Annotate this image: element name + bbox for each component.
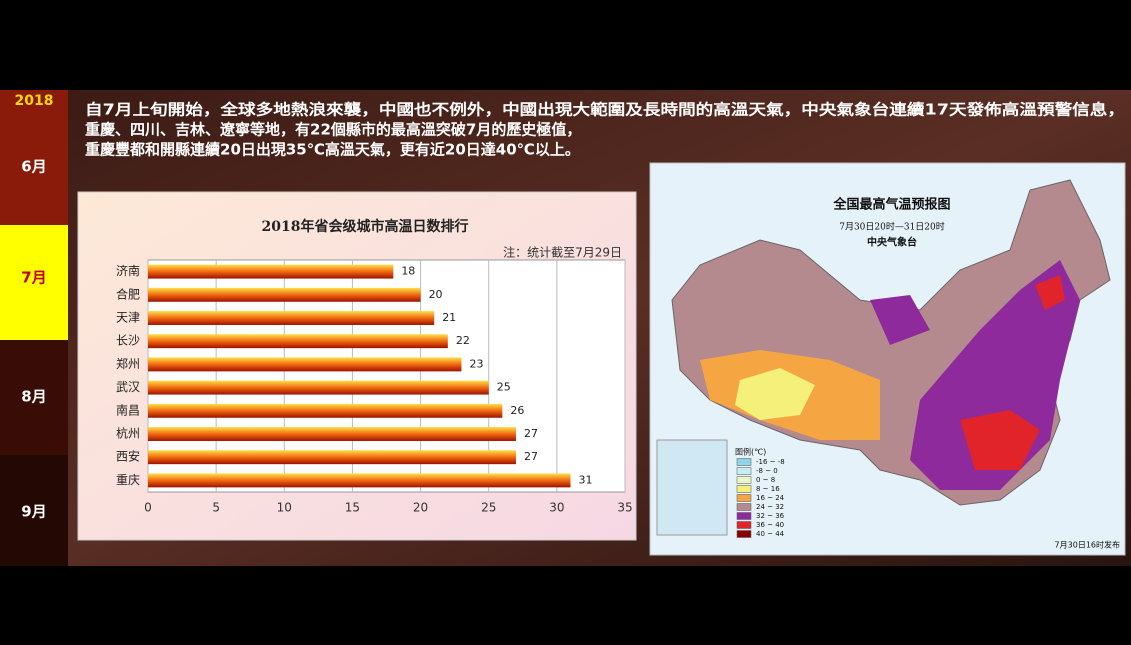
legend-swatch — [737, 477, 751, 484]
y-tick-label: 郑州 — [116, 356, 140, 371]
x-tick-label: 20 — [413, 501, 428, 515]
legend-swatch — [737, 459, 751, 466]
legend-label: 0 ~ 8 — [756, 476, 775, 484]
bar — [148, 334, 448, 348]
bar — [148, 427, 516, 441]
legend-swatch — [737, 513, 751, 520]
legend-label: -16 ~ -8 — [756, 458, 785, 466]
map-inset — [657, 440, 727, 535]
value-label: 20 — [429, 288, 443, 301]
value-label: 22 — [456, 334, 470, 347]
y-tick-label: 南昌 — [116, 402, 140, 417]
header-line: 自7月上旬開始，全球多地熱浪來襲，中國也不例外，中國出現大範圍及長時間的高溫天氣… — [85, 101, 1125, 119]
bar — [148, 311, 434, 325]
x-tick-label: 0 — [144, 501, 152, 515]
x-tick-label: 10 — [277, 501, 292, 515]
x-tick-label: 30 — [549, 501, 564, 515]
legend-swatch — [737, 522, 751, 529]
x-tick-label: 25 — [481, 501, 496, 515]
legend-swatch — [737, 486, 751, 493]
legend-label: 8 ~ 16 — [756, 485, 780, 493]
y-tick-label: 杭州 — [116, 426, 140, 441]
legend-swatch — [737, 468, 751, 475]
y-tick-label: 合肥 — [116, 286, 140, 301]
chart-title: 2018年省会级城市高温日数排行 — [262, 218, 469, 235]
map-title: 全国最高气温预报图 — [832, 197, 950, 213]
month[interactable]: 6月 — [21, 158, 46, 176]
bar — [148, 381, 489, 395]
bar — [148, 357, 461, 371]
y-tick-label: 天津 — [116, 311, 140, 325]
map-source: 中央气象台 — [867, 236, 917, 249]
legend-label: 16 ~ 24 — [756, 494, 785, 502]
legend-label: 32 ~ 36 — [756, 512, 785, 520]
month[interactable]: 8月 — [21, 388, 46, 406]
value-label: 27 — [524, 427, 538, 440]
value-label: 27 — [524, 450, 538, 463]
value-label: 31 — [578, 473, 592, 486]
map-period: 7月30日20时—31日20时 — [839, 221, 945, 233]
legend-swatch — [737, 531, 751, 538]
screen: 2018 6月 7月 8月 9月 自7月上旬開始，全球多地熱浪來襲，中國也不例外… — [0, 0, 1131, 641]
x-tick-label: 15 — [345, 501, 360, 515]
bar — [148, 473, 570, 487]
bar — [148, 404, 502, 418]
header-line: 重慶、四川、吉林、遼寧等地，有22個縣市的最高溫突破7月的歷史極值， — [85, 121, 581, 139]
legend-label: 36 ~ 40 — [756, 521, 784, 529]
y-tick-label: 长沙 — [116, 334, 140, 348]
header-line: 重慶豐都和開縣連續20日出現35℃高溫天氣，更有近20日達40℃以上。 — [85, 141, 580, 159]
value-label: 25 — [497, 381, 511, 394]
month[interactable]: 7月 — [21, 269, 46, 287]
x-tick-label: 5 — [212, 501, 220, 515]
y-tick-label: 武汉 — [116, 380, 140, 394]
y-tick-label: 重庆 — [116, 473, 140, 487]
y-tick-label: 济南 — [116, 263, 140, 278]
bar — [148, 450, 516, 464]
bar — [148, 288, 421, 302]
y-tick-label: 西安 — [116, 449, 140, 464]
legend-label: 24 ~ 32 — [756, 503, 784, 511]
value-label: 26 — [510, 404, 524, 417]
value-label: 18 — [401, 265, 415, 278]
year: 2018 — [15, 93, 54, 109]
legend-label: 40 ~ 44 — [756, 530, 785, 538]
value-label: 23 — [469, 357, 483, 370]
value-label: 21 — [442, 311, 456, 324]
bar — [148, 265, 393, 279]
map-issued: 7月30日16时发布 — [1055, 540, 1120, 550]
legend-swatch — [737, 504, 751, 511]
x-tick-label: 35 — [617, 501, 632, 515]
legend-swatch — [737, 495, 751, 502]
month[interactable]: 9月 — [21, 503, 46, 521]
chart-note: 注：统计截至7月29日 — [503, 245, 622, 260]
legend-title: 图例(℃) — [735, 447, 766, 457]
legend-label: -8 ~ 0 — [756, 467, 778, 475]
